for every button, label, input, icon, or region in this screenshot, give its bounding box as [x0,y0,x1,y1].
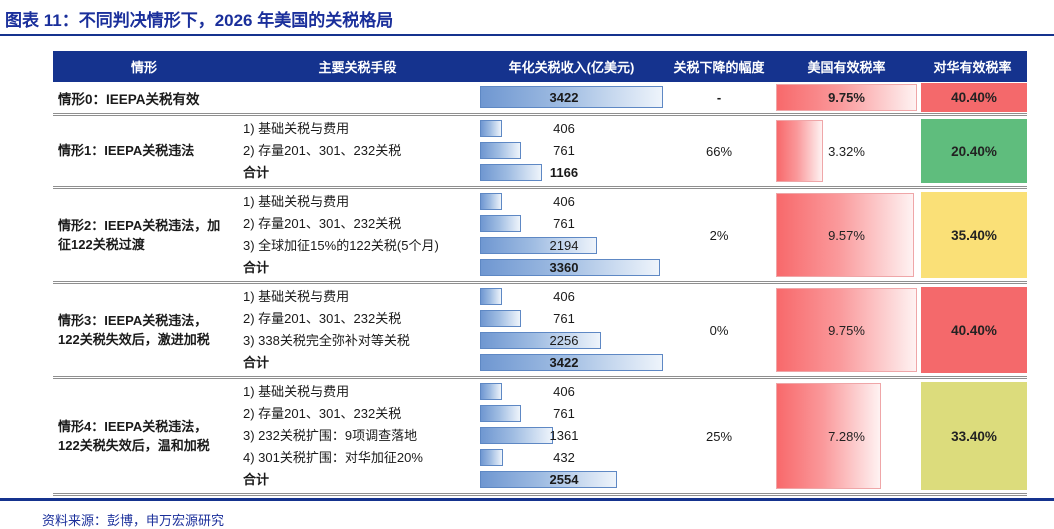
revenue-total-value: 3360 [549,260,579,275]
revenue-total-value: 3422 [549,355,579,370]
measure-label: 1) 基础关税与费用 [243,384,350,399]
revenue-value: 432 [553,450,575,465]
china-rate-cell: 20.40% [921,119,1027,183]
scenario-row-0: 情形0：IEEPA关税有效 3422 - 9.75% 40.40% [53,82,1027,113]
total-label: 合计 [243,260,270,275]
col-header-us-rate: 美国有效税率 [807,60,886,75]
measure-label: 2) 存量201、301、232关税 [243,143,402,158]
measure-label: 1) 基础关税与费用 [243,194,350,209]
row-separator [53,113,1027,116]
revenue-bar [480,120,502,137]
decline-value: 25% [705,428,733,444]
total-label: 合计 [243,165,270,180]
revenue-bar [480,288,502,305]
page-title: 图表 11：不同判决情形下，2026 年美国的关税格局 [5,11,394,30]
measure-label: 2) 存量201、301、232关税 [243,311,402,326]
revenue-bar [480,427,553,444]
revenue-bar [480,215,521,232]
measure-label: 3) 全球加征15%的122关税(5个月) [243,238,439,253]
revenue-value: 406 [553,194,575,209]
revenue-value: 1361 [549,428,579,443]
revenue-value: 3422 [549,90,579,105]
measure-label: 2) 存量201、301、232关税 [243,406,402,421]
revenue-bar [480,310,521,327]
table-header: 情形 主要关税手段 年化关税收入(亿美元) 关税下降的幅度 美国有效税率 对华有… [53,51,1027,82]
scenario-block-2: 情形2：IEEPA关税违法，加征122关税过渡 1) 基础关税与费用 2) 存量… [53,189,1027,281]
scenario-label: 情形4：IEEPA关税违法，122关税失效后，温和加税 [58,418,210,454]
tariff-table: 情形 主要关税手段 年化关税收入(亿美元) 关税下降的幅度 美国有效税率 对华有… [53,51,1027,496]
revenue-bar [480,86,663,108]
revenue-value: 2194 [549,238,579,253]
revenue-value: 761 [553,143,575,158]
col-header-china-rate: 对华有效税率 [933,60,1012,75]
revenue-value: 406 [553,289,575,304]
revenue-bar [480,332,601,349]
revenue-bar [480,405,521,422]
revenue-total-bar [480,354,663,371]
us-rate-bar [776,288,917,372]
revenue-total-value: 1166 [549,165,579,180]
revenue-value: 2256 [549,333,579,348]
measure-label: 3) 338关税完全弥补对等关税 [243,333,410,348]
us-rate-value: 7.28% [828,428,865,444]
scenario-label: 情形2：IEEPA关税违法，加征122关税过渡 [58,217,221,253]
revenue-total-value: 2554 [549,472,579,487]
scenario-label: 情形3：IEEPA关税违法，122关税失效后，激进加税 [58,312,210,348]
row-separator [53,281,1027,284]
revenue-bar [480,449,504,466]
revenue-total-bar [480,259,660,276]
revenue-value: 406 [553,121,575,136]
col-header-measures: 主要关税手段 [318,60,397,75]
revenue-bar [480,383,502,400]
measure-label: 1) 基础关税与费用 [243,121,350,136]
china-rate-cell: 33.40% [921,382,1027,490]
revenue-bar [480,142,521,159]
measure-label: 3) 232关税扩围：9项调查落地 [243,428,418,443]
figure-title-bar: 图表 11：不同判决情形下，2026 年美国的关税格局 [0,0,1054,36]
revenue-value: 406 [553,384,575,399]
scenario-block-4: 情形4：IEEPA关税违法，122关税失效后，温和加税 1) 基础关税与费用 2… [53,379,1027,493]
total-label: 合计 [243,355,270,370]
revenue-value: 761 [553,311,575,326]
scenario-label: 情形0：IEEPA关税有效 [58,91,200,107]
revenue-bar [480,193,502,210]
revenue-value: 761 [553,216,575,231]
measure-label: 1) 基础关税与费用 [243,289,350,304]
revenue-total-bar [480,471,617,488]
decline-value: 0% [709,322,729,338]
revenue-bar [480,237,598,254]
us-rate-value: 3.32% [828,143,865,159]
measure-label: 4) 301关税扩围：对华加征20% [243,450,423,465]
source-note: 资料来源：彭博，申万宏源研究 [42,513,225,528]
measure-label: 2) 存量201、301、232关税 [243,216,402,231]
china-rate-cell: 40.40% [921,287,1027,373]
revenue-total-bar [480,164,543,181]
us-rate-value: 9.75% [828,322,865,338]
china-rate-cell: 40.40% [921,83,1027,112]
col-header-decline: 关税下降的幅度 [673,60,765,75]
total-label: 合计 [243,472,270,487]
scenario-label: 情形1：IEEPA关税违法 [58,143,195,159]
us-rate-bar [776,193,915,277]
scenario-block-3: 情形3：IEEPA关税违法，122关税失效后，激进加税 1) 基础关税与费用 2… [53,284,1027,376]
decline-value: - [716,90,722,105]
us-rate-value: 9.57% [828,227,865,243]
decline-value: 66% [705,143,733,159]
row-separator [53,376,1027,379]
scenario-block-1: 情形1：IEEPA关税违法 1) 基础关税与费用 2) 存量201、301、23… [53,116,1027,186]
row-separator [53,186,1027,189]
us-rate-value: 9.75% [828,90,865,105]
col-header-revenue: 年化关税收入(亿美元) [508,60,635,75]
col-header-scenario: 情形 [130,60,157,75]
china-rate-cell: 35.40% [921,192,1027,278]
table-bottom-border [53,493,1027,496]
us-rate-bar [776,84,917,111]
revenue-value: 761 [553,406,575,421]
us-rate-bar [776,383,881,489]
decline-value: 2% [709,227,729,243]
footer-rule [0,498,1054,501]
us-rate-bar [776,120,823,182]
